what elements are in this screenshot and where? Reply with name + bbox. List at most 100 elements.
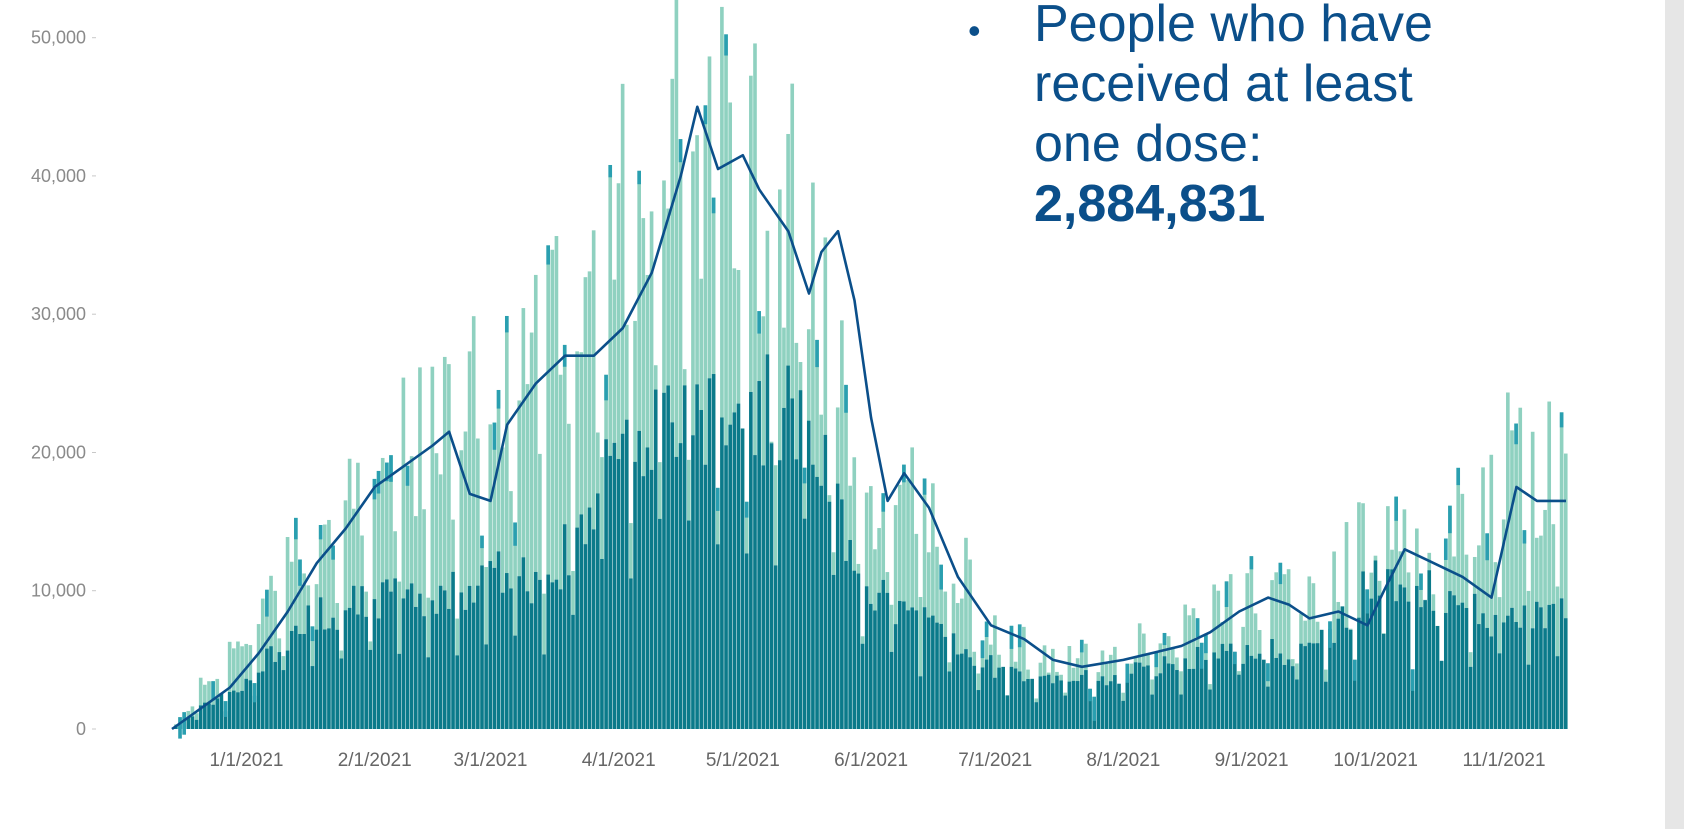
bar-dark-segment: [1113, 675, 1117, 729]
bar-dark-segment: [1030, 678, 1034, 729]
bar-light-segment: [860, 636, 865, 644]
bar-light-segment: [1270, 580, 1274, 640]
bar-dark-segment: [1377, 595, 1382, 729]
bar-top-segment: [496, 389, 501, 409]
bar-light-segment: [1534, 537, 1539, 602]
bar-light-segment: [265, 589, 269, 649]
bar-dark-segment: [1253, 658, 1258, 729]
bar-light-segment: [1237, 671, 1241, 675]
bar-light-segment: [1361, 503, 1365, 572]
bar-dark-segment: [1443, 612, 1448, 729]
bar-dark-segment: [542, 654, 546, 729]
bar-light-segment: [881, 493, 886, 580]
bar-dark-segment: [1179, 694, 1183, 729]
bar-light-segment: [972, 651, 977, 666]
bar-light-segment: [492, 422, 497, 568]
bar-dark-segment: [471, 602, 476, 729]
bar-light-segment: [691, 151, 695, 436]
bar-dark-segment: [736, 403, 741, 729]
bar-dark-segment: [558, 589, 563, 729]
bar-light-segment: [749, 75, 753, 392]
bar-top-segment: [1088, 688, 1092, 702]
bar-light-segment: [529, 332, 534, 604]
bar-dark-segment: [856, 573, 861, 729]
bar-light-segment: [347, 458, 352, 608]
bar-light-segment: [1497, 597, 1502, 654]
bar-dark-segment: [335, 629, 340, 729]
bar-dark-segment: [1303, 646, 1307, 729]
bar-light-segment: [1121, 692, 1125, 701]
bar-dark-segment: [786, 365, 790, 729]
bar-dark-segment: [1170, 664, 1175, 729]
y-tick-label: 20,000: [31, 443, 86, 463]
bar-dark-segment: [624, 419, 629, 729]
bar-dark-segment: [1415, 585, 1419, 729]
bar-light-segment: [1142, 633, 1146, 667]
bar-light-segment: [389, 455, 393, 592]
bar-light-segment: [815, 339, 819, 477]
bar-top-segment: [182, 712, 186, 735]
bar-dark-segment: [488, 561, 493, 729]
bar-top-segment: [1394, 496, 1398, 521]
bar-light-segment: [207, 681, 211, 704]
bar-top-segment: [1249, 556, 1254, 570]
y-tick-label: 30,000: [31, 304, 86, 324]
bar-light-segment: [1456, 467, 1461, 606]
y-tick-label: 10,000: [31, 581, 86, 601]
bar-dark-segment: [422, 616, 426, 729]
annotation-bullet: •: [968, 10, 981, 51]
bar-dark-segment: [236, 692, 240, 729]
bar-light-segment: [521, 308, 526, 558]
bar-dark-segment: [823, 434, 828, 729]
bar-light-segment: [1257, 630, 1262, 654]
bar-dark-segment: [1406, 601, 1411, 729]
bar-top-segment: [211, 681, 215, 701]
bar-top-segment: [1092, 696, 1097, 721]
bar-dark-segment: [1117, 683, 1121, 729]
bar-light-segment: [1443, 538, 1448, 613]
bar-top-segment: [294, 517, 298, 540]
bar-light-segment: [935, 546, 939, 623]
bar-light-segment: [629, 523, 633, 579]
scrollbar-strip[interactable]: [1665, 0, 1684, 829]
bar-light-segment: [1485, 533, 1489, 628]
bar-top-segment: [385, 462, 389, 482]
bar-dark-segment: [256, 672, 261, 729]
bar-light-segment: [645, 274, 650, 448]
bar-light-segment: [571, 571, 575, 615]
bar-light-segment: [612, 279, 617, 443]
bar-dark-segment: [943, 636, 948, 729]
bar-light-segment: [600, 457, 604, 559]
bar-light-segment: [277, 638, 282, 653]
bar-light-segment: [1464, 554, 1469, 608]
bar-dark-segment: [1435, 625, 1440, 729]
y-tick-label: 40,000: [31, 166, 86, 186]
bar-dark-segment: [517, 576, 522, 729]
bar-dark-segment: [1183, 658, 1188, 729]
bar-light-segment: [831, 552, 836, 575]
annotation-text: People who have received at least one do…: [1034, 0, 1433, 173]
bar-light-segment: [848, 485, 852, 540]
bar-light-segment: [240, 646, 244, 691]
bar-light-segment: [1452, 556, 1456, 596]
bar-light-segment: [1183, 604, 1188, 659]
bar-light-segment: [869, 486, 873, 604]
bar-dark-segment: [1158, 673, 1163, 729]
bar-dark-segment: [1526, 664, 1531, 729]
bar-dark-segment: [438, 585, 443, 729]
bar-light-segment: [1386, 506, 1390, 570]
bar-dark-segment: [902, 601, 906, 729]
bar-light-segment: [1526, 590, 1531, 665]
bar-light-segment: [914, 533, 919, 611]
bar-light-segment: [889, 604, 894, 652]
bar-dark-segment: [1365, 589, 1370, 729]
bar-dark-segment: [1493, 614, 1498, 729]
bar-dark-segment: [207, 703, 211, 729]
bar-light-segment: [1104, 663, 1109, 686]
bar-dark-segment: [1278, 653, 1283, 729]
bar-light-segment: [405, 465, 410, 590]
bar-dark-segment: [1485, 627, 1489, 729]
bar-dark-segment: [1266, 686, 1270, 729]
bar-light-segment: [376, 470, 381, 619]
bar-light-segment: [662, 180, 666, 393]
